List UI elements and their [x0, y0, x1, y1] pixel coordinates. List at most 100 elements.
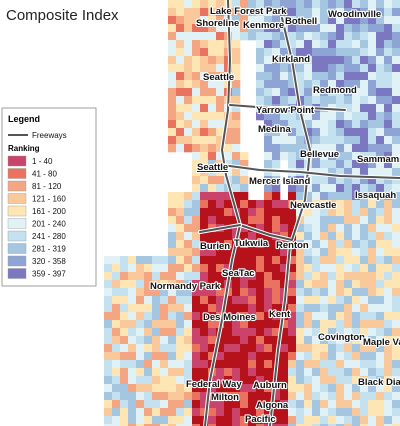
map-region — [312, 208, 321, 217]
map-region — [104, 264, 113, 273]
map-region — [136, 360, 145, 369]
map-region — [176, 72, 185, 81]
map-region — [176, 88, 185, 97]
map-region — [288, 344, 297, 353]
map-region — [288, 8, 297, 17]
map-region — [272, 344, 281, 353]
map-region — [136, 256, 145, 265]
map-region — [200, 168, 209, 177]
map-region — [336, 136, 345, 145]
map-region — [192, 400, 201, 409]
map-region — [216, 208, 225, 217]
map-region — [224, 216, 233, 225]
map-region — [192, 8, 201, 17]
map-region — [368, 96, 377, 105]
map-region — [304, 232, 313, 241]
map-region — [240, 256, 249, 265]
map-region — [392, 256, 400, 265]
map-region — [344, 280, 353, 289]
map-region — [200, 360, 209, 369]
map-region — [232, 216, 241, 225]
map-region — [160, 424, 169, 426]
map-region — [200, 400, 209, 409]
map-region — [184, 216, 193, 225]
map-region — [304, 0, 313, 9]
map-region — [192, 376, 201, 385]
map-region — [160, 376, 169, 385]
map-region — [176, 128, 185, 137]
map-region — [360, 24, 369, 33]
map-region — [256, 280, 265, 289]
map-region — [288, 368, 297, 377]
map-region — [256, 8, 265, 17]
map-region — [192, 224, 201, 233]
map-region — [360, 136, 369, 145]
map-region — [200, 24, 209, 33]
map-region — [280, 200, 289, 209]
map-region — [392, 224, 400, 233]
map-region — [184, 128, 193, 137]
map-region — [256, 312, 265, 321]
map-region — [120, 352, 129, 361]
map-region — [368, 336, 377, 345]
map-region — [192, 256, 201, 265]
map-region — [392, 88, 400, 97]
map-region — [336, 0, 345, 9]
map-region — [144, 344, 153, 353]
map-region — [304, 424, 313, 426]
map-region — [312, 128, 321, 137]
map-region — [392, 40, 400, 49]
map-region — [192, 344, 201, 353]
map-region — [184, 40, 193, 49]
map-region — [384, 344, 393, 353]
map-region — [344, 312, 353, 321]
map-region — [320, 280, 329, 289]
map-region — [232, 408, 241, 417]
map-region — [256, 336, 265, 345]
map-region — [328, 184, 337, 193]
map-region — [328, 296, 337, 305]
map-region — [232, 424, 241, 426]
legend-swatch — [7, 168, 27, 179]
map-region — [360, 360, 369, 369]
map-region — [232, 56, 241, 65]
map-region — [208, 72, 217, 81]
map-region — [376, 88, 385, 97]
map-region — [376, 304, 385, 313]
map-region — [272, 424, 281, 426]
map-region — [216, 8, 225, 17]
map-region — [312, 384, 321, 393]
map-region — [344, 8, 353, 17]
map-region — [296, 344, 305, 353]
map-region — [360, 280, 369, 289]
map-region — [104, 280, 113, 289]
map-region — [304, 296, 313, 305]
map-region — [368, 72, 377, 81]
map-region — [240, 408, 249, 417]
map-region — [192, 24, 201, 33]
map-region — [336, 72, 345, 81]
map-region — [344, 160, 353, 169]
map-region — [376, 80, 385, 89]
map-region — [200, 408, 209, 417]
map-region — [376, 56, 385, 65]
map-region — [152, 352, 161, 361]
legend-label: 281 - 319 — [32, 245, 66, 254]
map-region — [176, 120, 185, 129]
map-region — [264, 352, 273, 361]
map-region — [352, 288, 361, 297]
map-region — [328, 400, 337, 409]
map-region — [264, 32, 273, 41]
map-region — [184, 280, 193, 289]
legend-swatch — [7, 230, 27, 242]
map-region — [376, 376, 385, 385]
map-region — [344, 72, 353, 81]
map-region — [104, 408, 113, 417]
map-region — [168, 72, 177, 81]
map-region — [184, 296, 193, 305]
map-region — [304, 40, 313, 49]
map-region — [320, 224, 329, 233]
map-region — [240, 192, 249, 201]
place-label: Shoreline — [196, 18, 239, 29]
map-region — [312, 304, 321, 313]
